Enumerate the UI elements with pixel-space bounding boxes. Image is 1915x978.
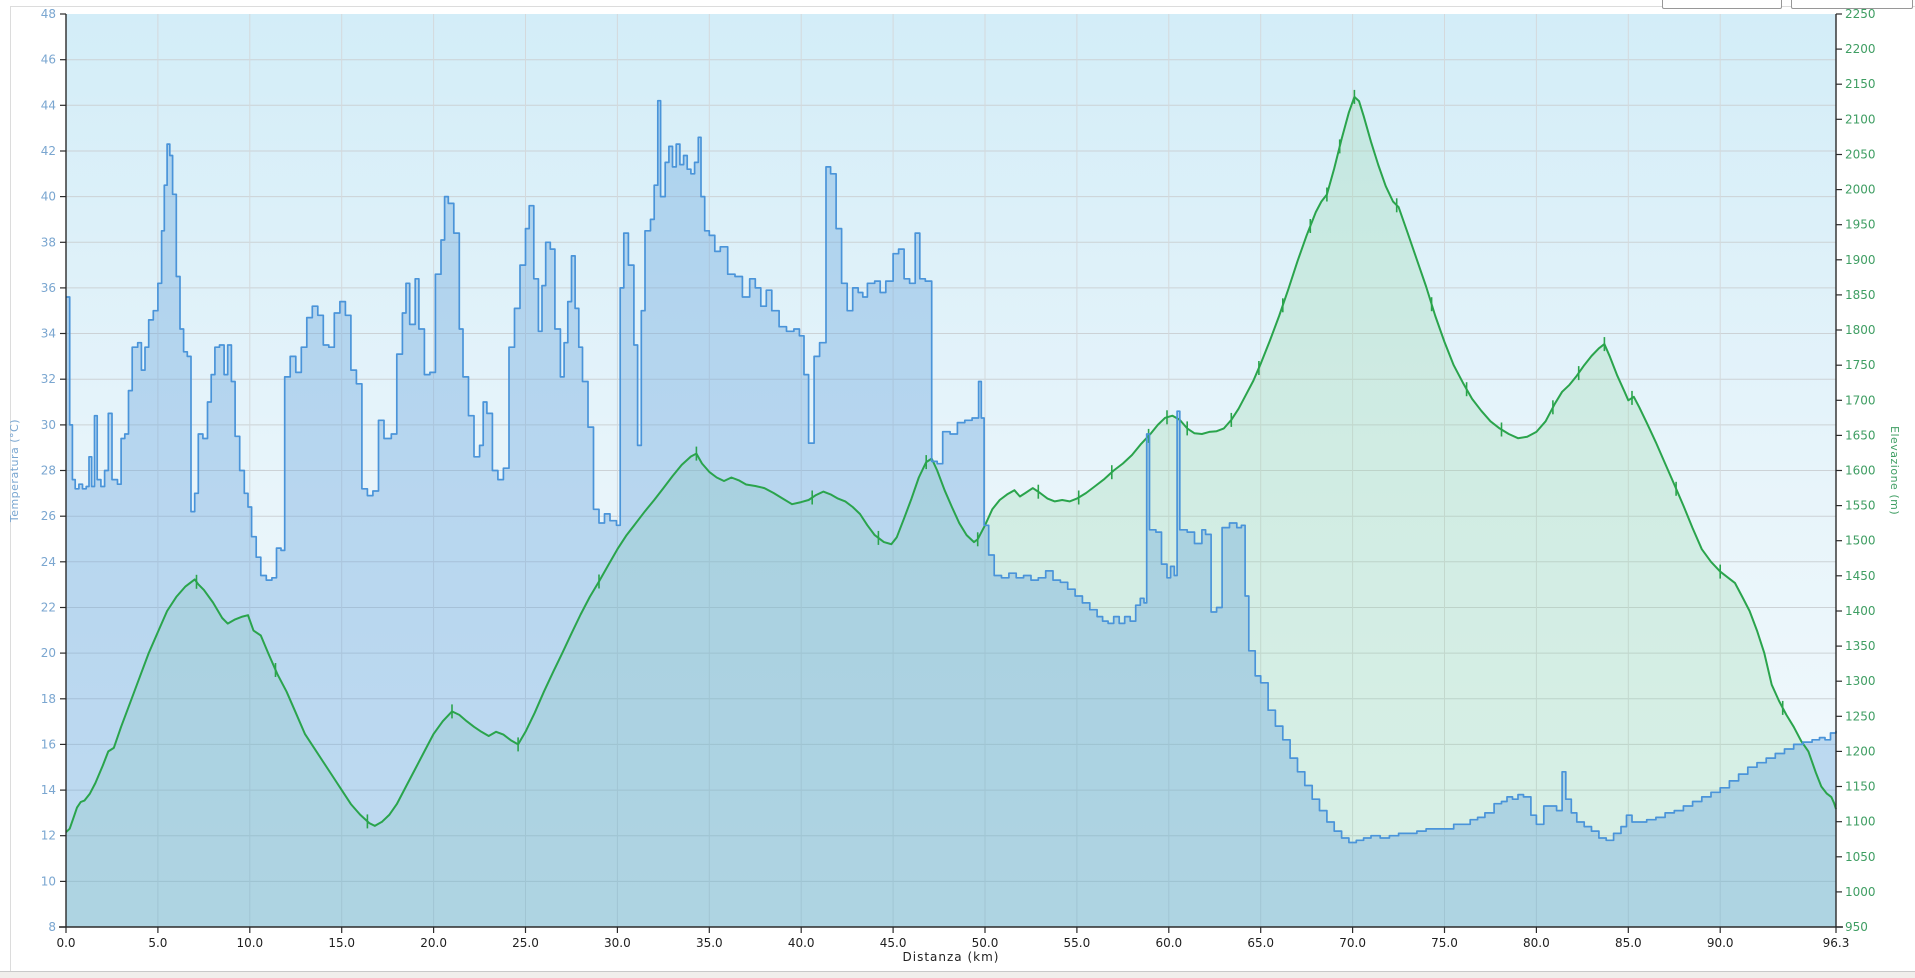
svg-text:65.0: 65.0	[1247, 936, 1274, 950]
svg-text:60.0: 60.0	[1155, 936, 1182, 950]
svg-text:16: 16	[41, 737, 56, 751]
svg-text:34: 34	[41, 327, 56, 341]
svg-text:48: 48	[41, 7, 56, 21]
svg-text:24: 24	[41, 555, 56, 569]
svg-text:1450: 1450	[1845, 569, 1876, 583]
svg-text:32: 32	[41, 372, 56, 386]
svg-text:1650: 1650	[1845, 428, 1876, 442]
svg-text:40: 40	[41, 190, 56, 204]
svg-text:5.0: 5.0	[148, 936, 167, 950]
svg-text:20: 20	[41, 646, 56, 660]
x-axis-title-distance: Distanza (km)	[902, 950, 1000, 964]
svg-text:950: 950	[1845, 920, 1868, 934]
svg-text:80.0: 80.0	[1523, 936, 1550, 950]
svg-text:1250: 1250	[1845, 709, 1876, 723]
svg-text:1400: 1400	[1845, 604, 1876, 618]
svg-text:96.3: 96.3	[1823, 936, 1850, 950]
svg-text:20.0: 20.0	[420, 936, 447, 950]
svg-text:45.0: 45.0	[880, 936, 907, 950]
svg-text:2050: 2050	[1845, 148, 1876, 162]
svg-text:1750: 1750	[1845, 358, 1876, 372]
svg-text:1100: 1100	[1845, 815, 1876, 829]
svg-text:8: 8	[48, 920, 56, 934]
svg-text:15.0: 15.0	[328, 936, 355, 950]
svg-text:1600: 1600	[1845, 464, 1876, 478]
y-axis-title-elevation: Elevazione (m)	[1888, 425, 1901, 516]
y-axis-title-temperature: Temperatura (°C)	[8, 418, 21, 523]
svg-text:1550: 1550	[1845, 499, 1876, 513]
svg-text:40.0: 40.0	[788, 936, 815, 950]
bottom-strip	[0, 971, 1915, 978]
svg-text:2150: 2150	[1845, 77, 1876, 91]
svg-text:10.0: 10.0	[236, 936, 263, 950]
svg-text:25.0: 25.0	[512, 936, 539, 950]
svg-text:85.0: 85.0	[1615, 936, 1642, 950]
svg-text:10: 10	[41, 874, 56, 888]
svg-text:1050: 1050	[1845, 850, 1876, 864]
svg-text:30: 30	[41, 418, 56, 432]
svg-text:46: 46	[41, 53, 56, 67]
svg-text:18: 18	[41, 692, 56, 706]
svg-text:44: 44	[41, 98, 56, 112]
toolbar-input-left[interactable]	[1662, 0, 1782, 9]
svg-text:75.0: 75.0	[1431, 936, 1458, 950]
panel-left-border	[10, 6, 11, 971]
svg-text:28: 28	[41, 464, 56, 478]
svg-text:55.0: 55.0	[1064, 936, 1091, 950]
svg-text:12: 12	[41, 829, 56, 843]
svg-text:1950: 1950	[1845, 218, 1876, 232]
svg-text:35.0: 35.0	[696, 936, 723, 950]
svg-text:1000: 1000	[1845, 885, 1876, 899]
svg-text:1150: 1150	[1845, 780, 1876, 794]
panel-top-border	[10, 6, 1915, 7]
svg-text:36: 36	[41, 281, 56, 295]
svg-text:2200: 2200	[1845, 42, 1876, 56]
svg-text:42: 42	[41, 144, 56, 158]
svg-text:14: 14	[41, 783, 56, 797]
svg-text:26: 26	[41, 509, 56, 523]
svg-text:70.0: 70.0	[1339, 936, 1366, 950]
svg-text:2100: 2100	[1845, 112, 1876, 126]
svg-text:1700: 1700	[1845, 393, 1876, 407]
svg-text:2250: 2250	[1845, 7, 1876, 21]
svg-text:22: 22	[41, 601, 56, 615]
svg-text:1500: 1500	[1845, 534, 1876, 548]
svg-text:1350: 1350	[1845, 639, 1876, 653]
svg-text:1850: 1850	[1845, 288, 1876, 302]
svg-text:30.0: 30.0	[604, 936, 631, 950]
svg-text:1900: 1900	[1845, 253, 1876, 267]
svg-text:1800: 1800	[1845, 323, 1876, 337]
svg-text:1300: 1300	[1845, 674, 1876, 688]
svg-text:50.0: 50.0	[972, 936, 999, 950]
toolbar-input-right[interactable]	[1791, 0, 1913, 9]
svg-text:38: 38	[41, 235, 56, 249]
svg-text:90.0: 90.0	[1707, 936, 1734, 950]
svg-text:2000: 2000	[1845, 183, 1876, 197]
svg-text:0.0: 0.0	[56, 936, 75, 950]
svg-text:1200: 1200	[1845, 744, 1876, 758]
